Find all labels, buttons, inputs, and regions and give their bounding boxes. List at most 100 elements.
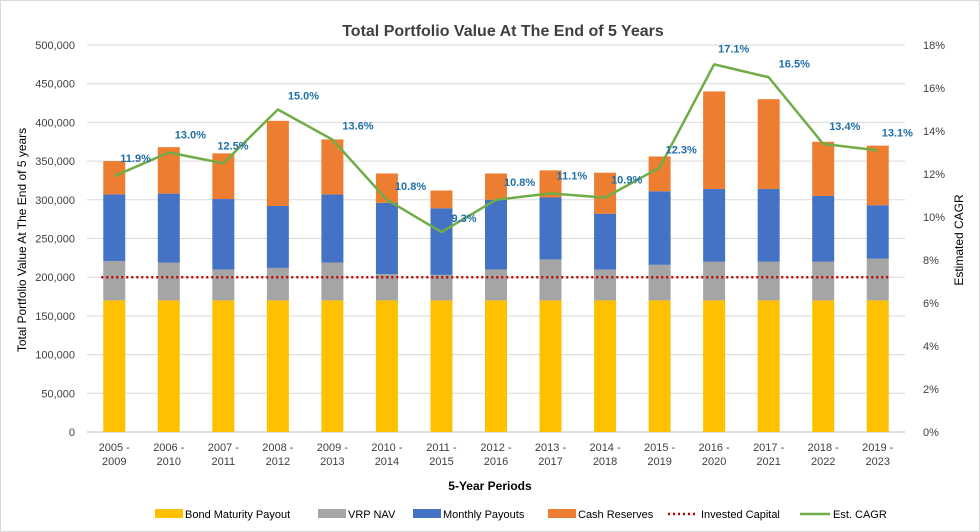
legend-swatch-bond-maturity-payout [155, 509, 183, 518]
bar-bond-maturity-payout [757, 300, 780, 432]
x-tick-label: 2013 -2017 [535, 442, 567, 468]
bar-bond-maturity-payout [866, 300, 889, 432]
bar-cash-reserves [430, 190, 453, 209]
x-tick-label: 2014 -2018 [589, 442, 621, 468]
y2-tick-label: 16% [923, 83, 945, 95]
bar-vrp-nav [321, 262, 344, 301]
bar-bond-maturity-payout [321, 300, 344, 432]
bar-bond-maturity-payout [485, 300, 507, 432]
bar-vrp-nav [757, 261, 780, 301]
y-tick-label: 0 [69, 427, 75, 439]
y2-tick-label: 2% [923, 384, 939, 396]
bar-vrp-nav [703, 261, 726, 301]
legend-label-est-cagr: Est. CAGR [833, 509, 887, 521]
bar-monthly-payouts [103, 194, 126, 261]
bar-vrp-nav [157, 262, 180, 301]
y-tick-label: 50,000 [41, 388, 75, 400]
bar-vrp-nav [485, 269, 507, 301]
cagr-data-label: 11.1% [557, 170, 588, 182]
cagr-data-label: 9.3% [451, 213, 476, 225]
y-tick-label: 400,000 [35, 117, 75, 129]
bar-cash-reserves [266, 120, 289, 206]
bar-monthly-payouts [485, 199, 507, 270]
y2-tick-label: 4% [923, 341, 939, 353]
bar-vrp-nav [430, 274, 453, 301]
y-tick-label: 300,000 [35, 195, 75, 207]
bar-monthly-payouts [648, 191, 671, 265]
bar-vrp-nav [103, 260, 126, 301]
bar-vrp-nav [375, 274, 398, 301]
bar-monthly-payouts [321, 194, 344, 263]
cagr-data-label: 13.4% [829, 121, 860, 133]
bar-vrp-nav [866, 258, 889, 301]
y2-axis-title: Estimated CAGR [952, 194, 966, 286]
y-tick-label: 500,000 [35, 40, 75, 52]
bar-bond-maturity-payout [812, 300, 835, 432]
bar-bond-maturity-payout [539, 300, 562, 432]
bar-monthly-payouts [212, 199, 235, 270]
y2-tick-label: 18% [923, 40, 945, 52]
bar-cash-reserves [866, 145, 889, 206]
x-tick-label: 2006 -2010 [153, 442, 185, 468]
bar-cash-reserves [485, 173, 507, 200]
bar-bond-maturity-payout [703, 300, 726, 432]
y-tick-label: 350,000 [35, 156, 75, 168]
y2-tick-label: 12% [923, 169, 945, 181]
cagr-data-label: 10.8% [395, 181, 426, 193]
bar-bond-maturity-payout [430, 300, 453, 432]
y2-tick-label: 8% [923, 255, 939, 267]
cagr-data-label: 12.5% [217, 140, 248, 152]
y2-tick-label: 0% [923, 427, 939, 439]
bar-monthly-payouts [703, 188, 726, 262]
cagr-data-label: 15.0% [288, 91, 319, 103]
legend-swatch-monthly-payouts [413, 509, 441, 518]
bar-monthly-payouts [157, 193, 180, 263]
bar-monthly-payouts [375, 202, 398, 275]
x-tick-label: 2012 -2016 [480, 442, 512, 468]
bar-cash-reserves [648, 156, 671, 192]
bar-bond-maturity-payout [648, 300, 671, 432]
bar-bond-maturity-payout [594, 300, 617, 432]
x-tick-label: 2019 -2023 [862, 442, 894, 468]
cagr-data-label: 10.9% [611, 175, 642, 187]
x-tick-label: 2017 -2021 [753, 442, 785, 468]
legend: Bond Maturity Payout VRP NAV Monthly Payou… [155, 509, 887, 521]
bar-vrp-nav [812, 261, 835, 301]
legend-label-invested-capital: Invested Capital [701, 509, 780, 521]
bar-cash-reserves [594, 172, 617, 214]
y-tick-label: 150,000 [35, 311, 75, 323]
legend-swatch-vrp-nav [318, 509, 346, 518]
x-tick-label: 2010 -2014 [371, 442, 403, 468]
cagr-line-group: 11.9% 13.0% 12.5% 15.0% 13.6% 10.8% 9.3% 10.8% 1… [113, 43, 913, 234]
x-tick-label: 2016 -2020 [699, 442, 731, 468]
bar-cash-reserves [539, 170, 562, 198]
legend-label-monthly-payouts: Monthly Payouts [443, 509, 525, 521]
cagr-data-label: 12.3% [666, 145, 697, 157]
bar-bond-maturity-payout [212, 300, 235, 432]
bar-cash-reserves [212, 153, 235, 200]
y-axis-title: Total Portfolio Value At The End of 5 ye… [15, 128, 29, 352]
cagr-data-label: 17.1% [718, 43, 749, 55]
y-tick-label: 250,000 [35, 234, 75, 246]
bar-bond-maturity-payout [157, 300, 180, 432]
cagr-data-label: 11.9% [120, 153, 151, 165]
x-tick-label: 2018 -2022 [808, 442, 840, 468]
y2-tick-label: 14% [923, 126, 945, 138]
y2-tick-label: 6% [923, 298, 939, 310]
x-tick-label: 2009 -2013 [317, 442, 349, 468]
bar-monthly-payouts [539, 197, 562, 260]
bar-vrp-nav [212, 269, 235, 301]
bar-monthly-payouts [757, 188, 780, 262]
cagr-data-label: 10.8% [504, 177, 535, 189]
legend-swatch-cash-reserves [548, 509, 576, 518]
bar-cash-reserves [157, 147, 180, 194]
x-axis-ticks: 2005 -2009 2006 -2010 2007 -2011 2008 -2012… [99, 442, 894, 468]
legend-label-vrp-nav: VRP NAV [348, 509, 396, 521]
y-tick-label: 200,000 [35, 272, 75, 284]
chart-title: Total Portfolio Value At The End of 5 Ye… [342, 23, 664, 40]
bar-bond-maturity-payout [375, 300, 398, 432]
cagr-data-label: 16.5% [779, 58, 810, 70]
y2-axis-ticks: 0% 2% 4% 6% 8% 10% 12% 14% 16% 18% [923, 40, 945, 439]
bar-monthly-payouts [266, 205, 289, 268]
